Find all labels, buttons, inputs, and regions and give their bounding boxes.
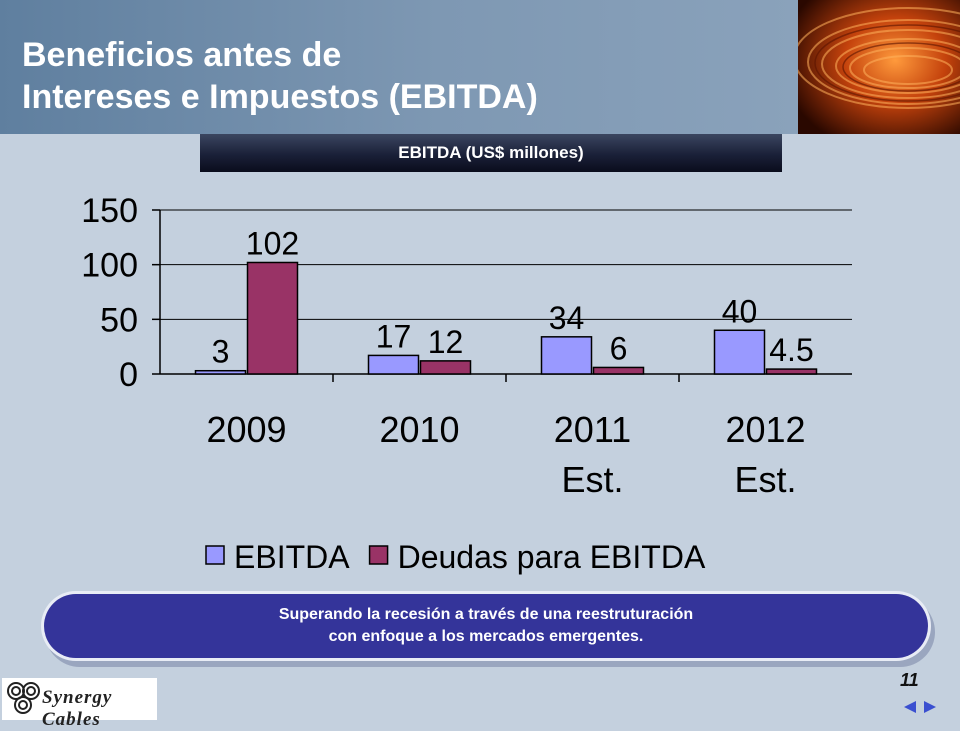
data-label: 40 (722, 293, 758, 329)
ebitda-chart: 0 50 100 150 3 102 2009 17 12 2010 34 6 2011 Est. 40 4.… (81, 192, 852, 575)
bar-debt (592, 366, 645, 375)
legend-swatch (368, 545, 389, 565)
y-tick-label: 150 (81, 192, 138, 230)
logo-text: Synergy Cables (42, 687, 113, 730)
legend-label: Deudas para EBITDA (398, 539, 706, 575)
legend-swatch (205, 545, 225, 565)
bar-ebitda (540, 336, 593, 375)
banner-line-2: con enfoque a los mercados emergentes. (328, 628, 644, 645)
x-tick-label: 2009 (206, 409, 286, 450)
data-label: 12 (428, 324, 464, 360)
title-line-1: Beneficios antes de (22, 36, 342, 74)
x-tick-label: 2011 (554, 409, 631, 450)
y-tick-label: 0 (119, 356, 138, 394)
data-label: 102 (246, 225, 299, 261)
page-title: Beneficios antes de Intereses e Impuesto… (22, 34, 538, 118)
bar-debt (765, 368, 818, 375)
summary-banner: Superando la recesión a través de una re… (44, 594, 928, 658)
y-tick-label: 100 (81, 247, 138, 285)
data-label: 17 (376, 318, 412, 354)
copper-coil-image (798, 0, 960, 134)
x-tick-label: 2010 (379, 409, 459, 450)
chart-ribbon-title: EBITDA (US$ millones) (200, 134, 782, 172)
y-tick-label: 50 (100, 301, 138, 339)
data-label: 4.5 (769, 332, 813, 368)
legend-label: EBITDA (234, 539, 350, 575)
title-line-2: Intereses e Impuestos (EBITDA) (22, 78, 538, 116)
data-label: 6 (610, 330, 628, 366)
bar-debt (419, 360, 472, 375)
previous-arrow-icon[interactable] (902, 700, 918, 714)
data-label: 3 (212, 334, 230, 370)
header-bar: Beneficios antes de Intereses e Impuesto… (0, 0, 800, 134)
banner-line-1: Superando la recesión a través de una re… (278, 606, 694, 623)
data-label: 34 (549, 300, 585, 336)
x-tick-label: 2012 (725, 409, 805, 450)
bar-debt (246, 261, 299, 375)
cable-rings-icon (7, 682, 40, 714)
x-tick-label: Est. (561, 459, 623, 500)
page-number: 11 (900, 670, 919, 690)
x-tick-label: Est. (734, 459, 796, 500)
next-arrow-icon[interactable] (922, 700, 938, 714)
company-logo: Synergy Cables (2, 678, 157, 730)
bar-ebitda (367, 354, 420, 375)
bar-ebitda (194, 369, 247, 375)
bar-ebitda (713, 329, 766, 375)
